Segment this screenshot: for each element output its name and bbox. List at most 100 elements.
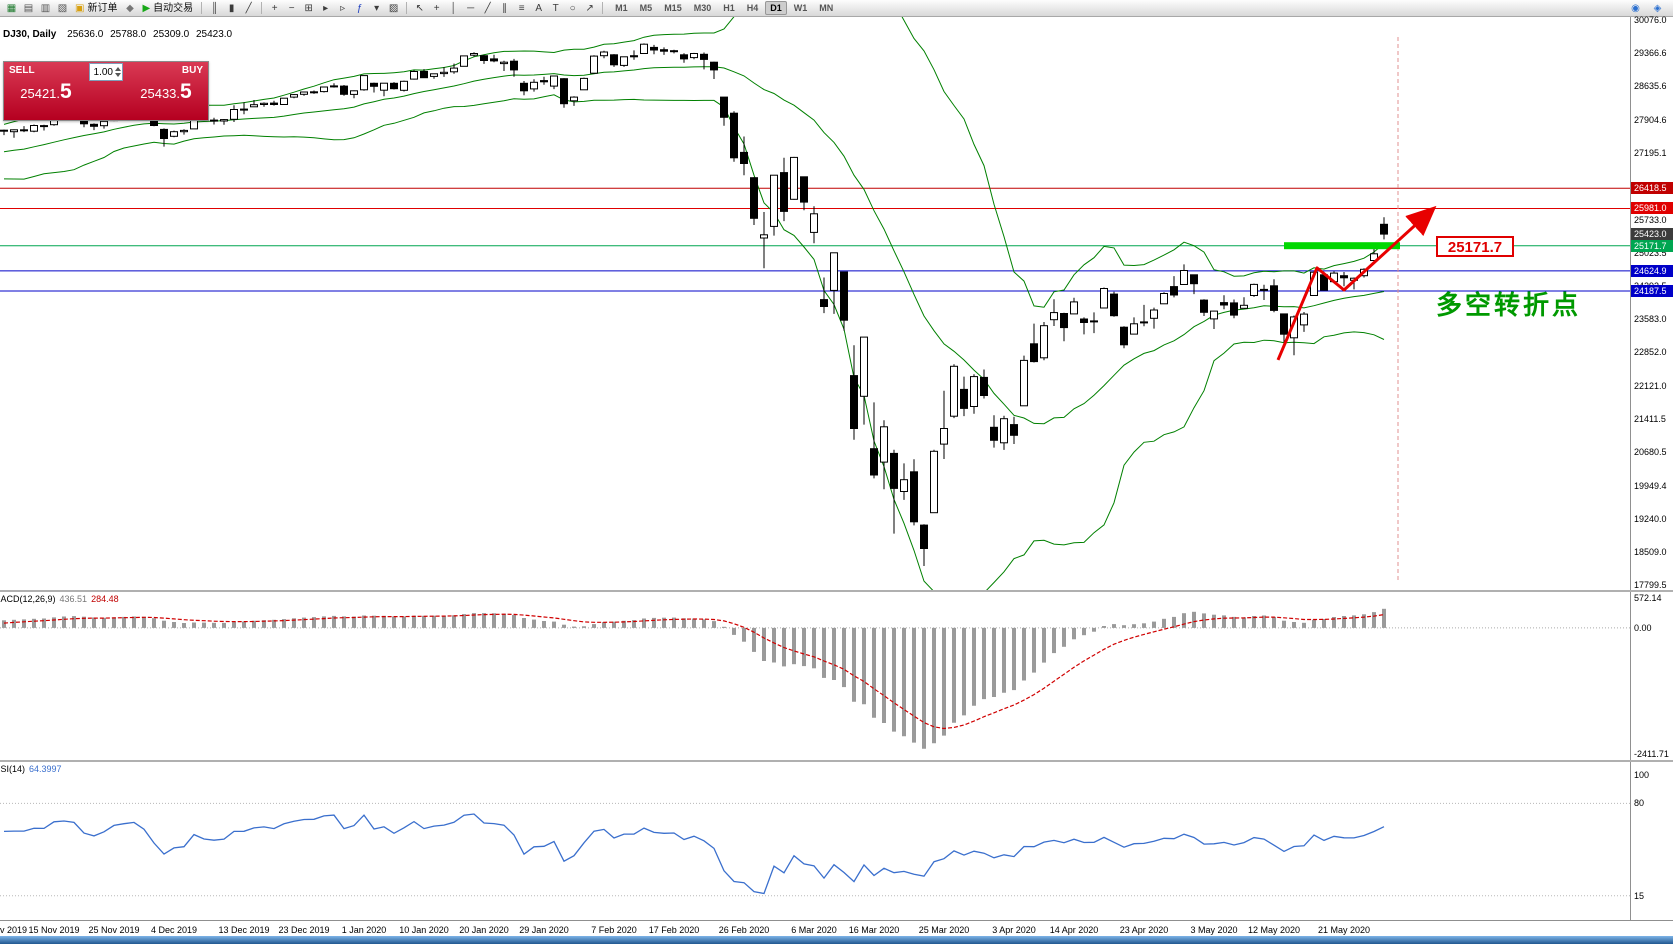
community-icon[interactable]: ◉ [1631, 2, 1640, 14]
trendline-icon[interactable]: ╱ [480, 1, 495, 16]
price-axis-label: 30076.0 [1634, 15, 1667, 25]
templates-icon: ▨ [388, 2, 399, 14]
label-icon: T [552, 2, 559, 14]
timeframe-mn[interactable]: MN [819, 3, 834, 13]
candlestick-icon[interactable]: ▮ [224, 1, 239, 16]
candlestick-chart-canvas[interactable] [0, 17, 1673, 590]
auto-scroll-icon[interactable]: ▸ [318, 1, 333, 16]
time-axis-label: 29 Jan 2020 [519, 925, 569, 935]
autotrading-button[interactable]: ▶ 自动交易 [138, 1, 197, 16]
time-axis-label: 6 Mar 2020 [791, 925, 837, 935]
rsi-line [3, 813, 1385, 895]
panel-divider-rsi[interactable] [0, 760, 1673, 762]
macd-main-value: 436.51 [59, 594, 88, 604]
macd-axis-label: 572.14 [1634, 593, 1662, 603]
time-axis-label: 7 Feb 2020 [591, 925, 637, 935]
sell-button[interactable]: SELL 25421. 5 [4, 62, 88, 120]
timeframe-h4[interactable]: H4 [746, 3, 759, 13]
profiles-icon[interactable]: ▤ [21, 1, 36, 16]
rsi-label: RSI(14)64.3997 [0, 764, 62, 774]
fibonacci-icon[interactable]: ≡ [514, 1, 529, 16]
price-callout-box: 25171.7 [1436, 236, 1514, 257]
timeframe-m30[interactable]: M30 [693, 3, 712, 13]
one-click-trading-panel: SELL 25421.5 BUY 25433.5 [3, 61, 209, 121]
navigator-icon[interactable]: ▧ [55, 1, 70, 16]
metaeditor-icon[interactable]: ◆ [122, 1, 137, 16]
shapes-icon: ○ [569, 2, 576, 14]
market-watch-icon[interactable]: ▥ [38, 1, 53, 16]
new-chart-icon[interactable]: ▦ [4, 1, 19, 16]
arrows-icon[interactable]: ↗ [582, 1, 597, 16]
channel-icon: ∥ [502, 2, 508, 14]
tile-windows-icon[interactable]: ⊞ [301, 1, 316, 16]
rsi-axis-label: 15 [1634, 891, 1645, 901]
navigator-icon: ▧ [57, 2, 68, 14]
rsi-panel[interactable]: RSI(14)64.3997 100 80 15 [0, 762, 1673, 920]
text-icon[interactable]: A [531, 1, 546, 16]
buy-label: BUY [181, 65, 203, 76]
horizontal-line-icon[interactable]: ─ [463, 1, 478, 16]
time-axis-label: 25 Nov 2019 [88, 925, 140, 935]
buy-price-main: 25433. [140, 86, 181, 101]
volume-down-icon[interactable] [114, 73, 121, 77]
crosshair-icon[interactable]: + [429, 1, 444, 16]
rsi-value: 64.3997 [29, 764, 62, 774]
time-axis-label: 13 Dec 2019 [218, 925, 270, 935]
new-order-button[interactable]: ▣ 新订单 [71, 1, 121, 16]
autotrading-icon: ▶ [142, 2, 151, 14]
timeframe-m5[interactable]: M5 [639, 3, 653, 13]
timeframe-w1[interactable]: W1 [793, 3, 808, 13]
close-value: 25423.0 [195, 29, 233, 40]
toolbar-separator [201, 2, 203, 14]
zoom-out-icon: − [288, 2, 295, 14]
volume-spinner [113, 67, 122, 77]
volume-up-icon[interactable] [114, 67, 121, 71]
open-value: 25636.0 [67, 29, 104, 40]
toolbar-separator [261, 2, 263, 14]
timeframe-m1[interactable]: M1 [615, 3, 628, 13]
rsi-plot-canvas[interactable] [0, 762, 1673, 920]
label-icon[interactable]: T [548, 1, 563, 16]
vertical-line-icon[interactable]: │ [446, 1, 461, 16]
price-axis-label: 19949.4 [1634, 481, 1667, 491]
chart-shift-icon: ▹ [340, 2, 346, 14]
volume-field[interactable] [89, 63, 123, 81]
periods-icon[interactable]: ▾ [369, 1, 384, 16]
shapes-icon[interactable]: ○ [565, 1, 580, 16]
cursor-icon: ↖ [415, 2, 424, 14]
sell-price-pip: 5 [60, 80, 72, 103]
timeframe-d1[interactable]: D1 [765, 1, 787, 15]
bar-chart-icon[interactable]: ║ [207, 1, 222, 16]
line-chart-icon[interactable]: ╱ [241, 1, 256, 16]
volume-input[interactable] [91, 66, 113, 78]
horizontal-line-icon: ─ [467, 2, 475, 14]
chart-shift-icon[interactable]: ▹ [335, 1, 350, 16]
zoom-out-icon[interactable]: − [284, 1, 299, 16]
sell-price-main: 25421. [20, 86, 61, 101]
time-axis-label: 8 Nov 2019 [0, 925, 28, 935]
tile-windows-icon: ⊞ [304, 2, 313, 14]
macd-plot-canvas[interactable] [0, 592, 1673, 760]
fibonacci-icon: ≡ [518, 2, 525, 14]
macd-signal-line [3, 613, 1385, 730]
panel-divider-macd[interactable] [0, 590, 1673, 592]
price-axis-label: 25023.5 [1634, 248, 1667, 258]
timeframe-m15[interactable]: M15 [664, 3, 682, 13]
turning-point-note: 多空转折点 [1436, 290, 1582, 320]
templates-icon[interactable]: ▨ [386, 1, 401, 16]
channel-icon[interactable]: ∥ [497, 1, 512, 16]
candlestick-icon: ▮ [228, 2, 235, 14]
cursor-icon[interactable]: ↖ [412, 1, 427, 16]
main-chart-panel[interactable]: DJ30, Daily 25636.0 25788.0 25309.0 2542… [0, 15, 1673, 590]
buy-button[interactable]: BUY 25433. 5 [124, 62, 208, 120]
timeframe-h1[interactable]: H1 [723, 3, 735, 13]
price-axis-label: 20680.5 [1634, 447, 1667, 457]
indicators-icon[interactable]: ƒ [352, 1, 367, 16]
time-axis-label: 16 Mar 2020 [848, 925, 900, 935]
new-order-icon: ▣ [75, 2, 85, 14]
search-icon[interactable]: ◈ [1653, 2, 1662, 14]
zoom-in-icon[interactable]: + [267, 1, 282, 16]
price-level-tag: 24624.9 [1631, 265, 1673, 277]
